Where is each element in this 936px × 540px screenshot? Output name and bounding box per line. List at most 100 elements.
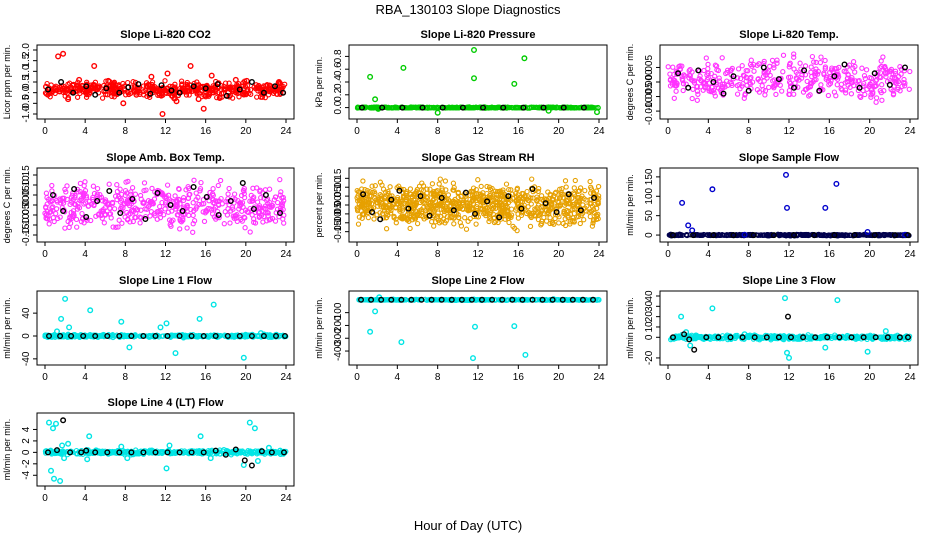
- band-point: [691, 78, 698, 84]
- band-point: [110, 224, 116, 230]
- band-point: [551, 221, 557, 227]
- x-tick-label: 20: [864, 372, 876, 383]
- band-point: [811, 59, 817, 65]
- data-point: [579, 296, 586, 303]
- data-point: [703, 334, 710, 341]
- band-point: [735, 66, 742, 72]
- data-point: [709, 305, 716, 312]
- band-point: [81, 183, 87, 189]
- band-point: [423, 194, 430, 200]
- band-point: [420, 194, 426, 200]
- data-point: [106, 187, 113, 194]
- band-point: [191, 177, 197, 183]
- band-point: [713, 80, 719, 86]
- plot-points: [42, 50, 288, 117]
- band-point: [862, 91, 868, 98]
- band-point: [711, 90, 717, 96]
- band-point: [61, 85, 68, 92]
- data-point: [438, 296, 445, 303]
- band-point: [379, 193, 385, 199]
- band-point: [205, 205, 211, 212]
- band-point: [498, 192, 504, 198]
- band-point: [475, 191, 481, 197]
- band-point: [194, 91, 200, 97]
- band-point: [122, 187, 129, 194]
- band-point: [740, 72, 747, 78]
- data-point: [83, 213, 90, 220]
- band-point: [761, 58, 767, 65]
- band-point: [791, 91, 797, 97]
- band-point: [179, 81, 185, 87]
- x-tick-label: 12: [472, 372, 484, 383]
- band-point: [241, 188, 247, 194]
- band-point: [825, 92, 832, 99]
- band-point: [99, 215, 105, 221]
- data-point: [188, 333, 195, 340]
- band-point: [771, 65, 777, 71]
- band-point: [826, 82, 832, 88]
- band-point: [550, 104, 556, 111]
- data-point: [836, 334, 843, 341]
- band-point: [513, 105, 520, 111]
- y-tick-label: 100: [644, 187, 655, 204]
- band-point: [197, 188, 203, 194]
- band-point: [777, 82, 783, 88]
- band-point: [703, 55, 709, 61]
- band-point: [522, 297, 529, 303]
- y-tick-label: 20: [644, 311, 655, 323]
- band-point: [521, 205, 528, 211]
- band-point: [594, 213, 600, 220]
- data-point: [569, 296, 576, 303]
- data-point: [565, 191, 572, 198]
- band-point: [882, 71, 889, 77]
- data-point: [76, 76, 83, 83]
- data-point: [884, 334, 891, 341]
- data-point: [405, 205, 412, 212]
- band-point: [571, 191, 578, 197]
- band-point: [539, 196, 545, 203]
- band-point: [480, 193, 487, 199]
- x-tick-label: 8: [746, 249, 752, 260]
- band-point: [391, 297, 397, 303]
- x-tick-label: 0: [354, 372, 360, 383]
- y-tick-label: 0.00: [21, 195, 32, 215]
- band-point: [365, 214, 372, 221]
- band-point: [813, 76, 819, 83]
- plot-points: [665, 51, 913, 105]
- data-point: [730, 73, 737, 80]
- x-tick-label: 12: [472, 126, 484, 137]
- band-point: [280, 216, 286, 222]
- band-point: [371, 216, 377, 222]
- data-point: [200, 333, 207, 340]
- data-point: [670, 232, 677, 239]
- band-point: [397, 206, 403, 213]
- data-point: [782, 295, 789, 302]
- data-point: [438, 194, 445, 201]
- x-tick-label: 0: [42, 493, 48, 504]
- band-point: [503, 181, 510, 187]
- plot-frame: [36, 290, 295, 366]
- band-point: [241, 92, 247, 98]
- band-point: [749, 79, 756, 85]
- band-point: [563, 198, 570, 204]
- band-point: [878, 334, 884, 340]
- band-point: [42, 210, 48, 216]
- band-point: [59, 195, 66, 201]
- band-point: [556, 220, 562, 226]
- band-point: [680, 81, 687, 87]
- band-point: [484, 183, 490, 190]
- band-point: [532, 206, 538, 212]
- figure-x-axis-label: Hour of Day (UTC): [414, 518, 522, 533]
- data-point: [158, 82, 165, 89]
- band-point: [496, 205, 503, 211]
- band-point: [161, 212, 167, 218]
- band-point: [207, 189, 213, 196]
- x-tick-label: 12: [160, 493, 172, 504]
- plot-frame: [659, 167, 919, 243]
- band-point: [861, 73, 868, 79]
- band-point: [430, 209, 437, 215]
- data-point: [471, 47, 478, 54]
- band-point: [562, 178, 569, 184]
- band-point: [465, 218, 471, 224]
- data-point: [580, 104, 587, 111]
